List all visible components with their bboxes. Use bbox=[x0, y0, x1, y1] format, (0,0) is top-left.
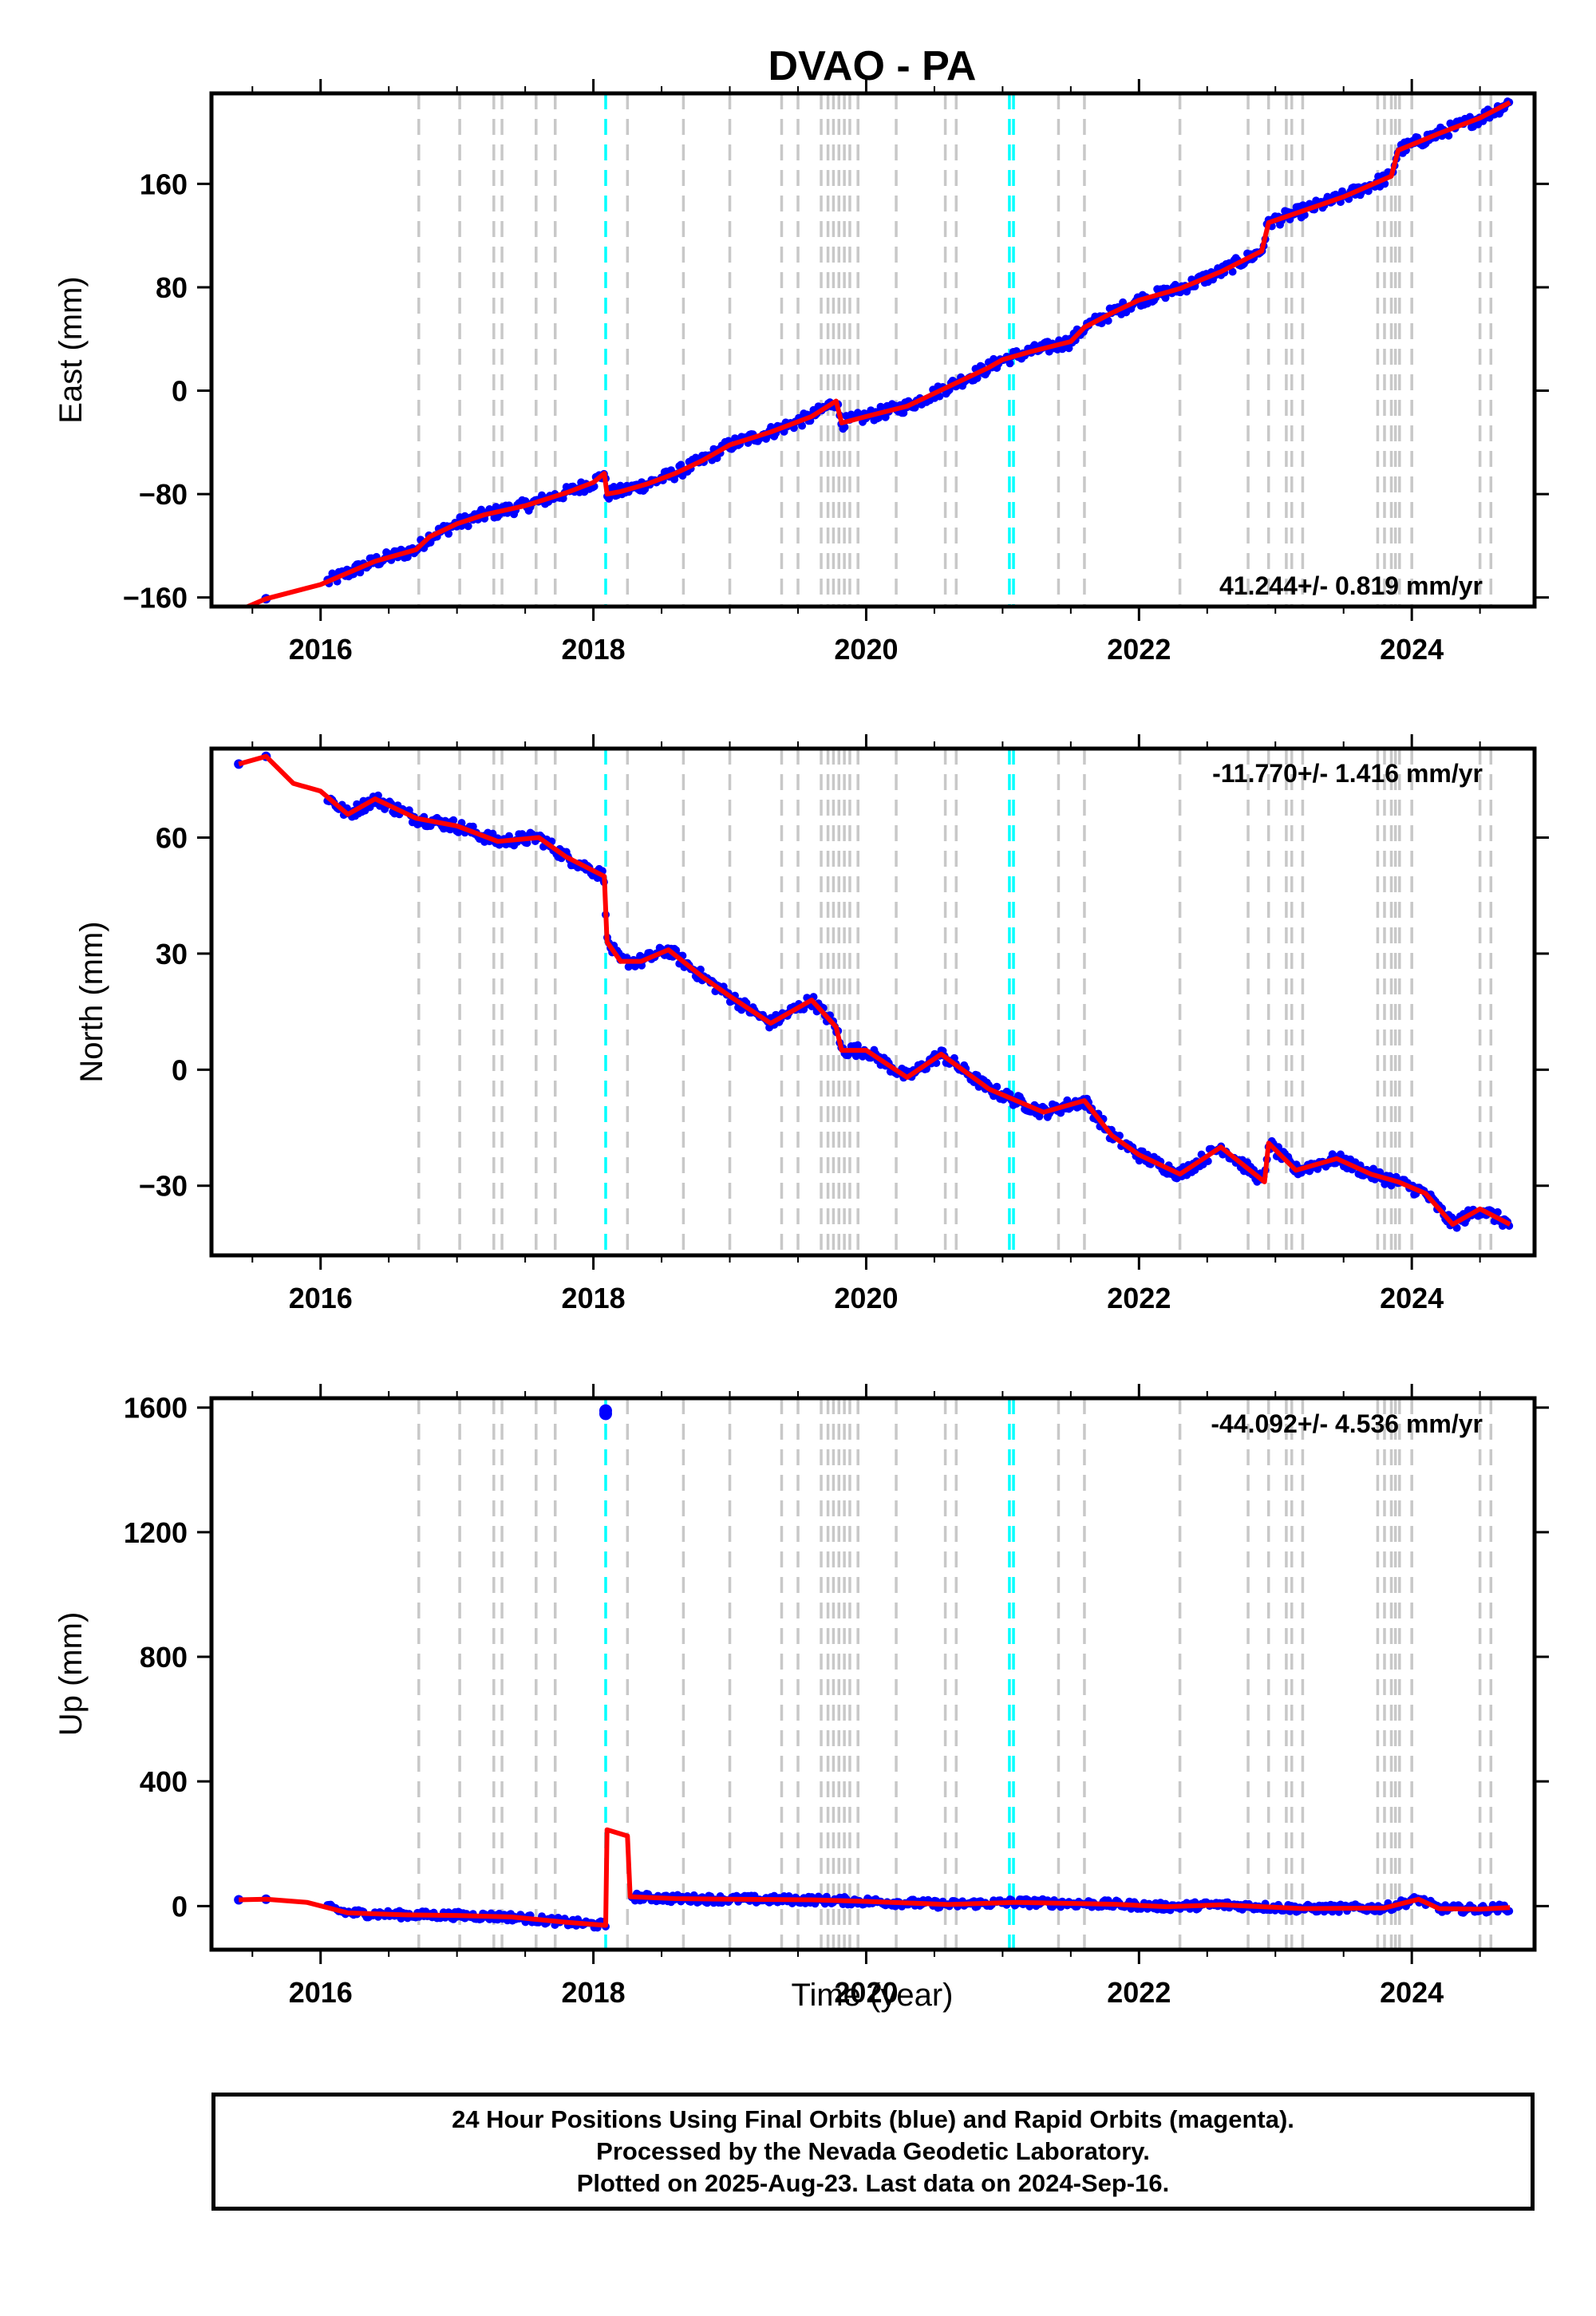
x-tick-label: 2020 bbox=[834, 633, 898, 666]
model-line bbox=[242, 100, 1511, 607]
y-axis-label: East (mm) bbox=[53, 276, 89, 423]
y-axis-label: North (mm) bbox=[74, 921, 109, 1082]
x-tick-label: 2016 bbox=[289, 1976, 353, 2009]
data-point bbox=[1493, 1207, 1502, 1216]
y-tick-label: 0 bbox=[172, 1890, 188, 1923]
panel-2: 2016 2018 2020 2022 2024 60 30 0 −30 North (mm) -1… bbox=[74, 734, 1549, 1314]
footer-line-3: Plotted on 2025-Aug-23. Last data on 202… bbox=[576, 2169, 1170, 2197]
data-point bbox=[468, 822, 477, 831]
x-tick-label: 2018 bbox=[562, 1282, 626, 1314]
x-tick-label: 2016 bbox=[289, 1282, 353, 1314]
x-tick-label: 2018 bbox=[562, 633, 626, 666]
panel-1: 2016 2018 2020 2022 2024 160 80 0 −80 −160 East (m… bbox=[53, 79, 1549, 666]
x-tick-label: 2016 bbox=[289, 633, 353, 666]
outlier-point bbox=[598, 1407, 612, 1421]
x-tick-label: 2022 bbox=[1107, 1976, 1171, 2009]
data-point bbox=[492, 503, 500, 512]
panel-plot-area bbox=[235, 93, 1514, 607]
rate-label: -11.770+/- 1.416 mm/yr bbox=[1212, 759, 1483, 788]
data-point bbox=[1135, 1156, 1144, 1165]
x-tick-label: 2020 bbox=[834, 1282, 898, 1314]
data-point bbox=[993, 1082, 1001, 1091]
x-axis-label: Time (year) bbox=[792, 1978, 954, 2013]
y-tick-label: 0 bbox=[172, 375, 188, 408]
y-tick-label: 60 bbox=[156, 821, 188, 854]
panel-frame bbox=[209, 746, 1537, 1258]
panel-plot-area bbox=[234, 749, 1514, 1255]
x-tick-label: 2022 bbox=[1107, 1282, 1171, 1314]
data-point bbox=[1228, 267, 1237, 276]
y-tick-label: 1600 bbox=[124, 1392, 188, 1425]
y-tick-label: 400 bbox=[140, 1765, 188, 1798]
data-point bbox=[464, 522, 472, 531]
rate-label: -44.092+/- 4.536 mm/yr bbox=[1211, 1409, 1483, 1438]
data-point bbox=[876, 402, 885, 411]
y-tick-label: −80 bbox=[139, 478, 188, 511]
data-point bbox=[518, 830, 527, 839]
y-tick-label: −160 bbox=[123, 582, 188, 615]
panel-3: 2016 2018 2020 2022 2024 1600 1200 800 400 0 Up (m… bbox=[53, 1384, 1549, 2009]
data-point bbox=[798, 421, 807, 430]
model-line bbox=[239, 1827, 1511, 1928]
rate-label: 41.244+/- 0.819 mm/yr bbox=[1219, 571, 1483, 600]
y-tick-label: 30 bbox=[156, 938, 188, 970]
footer-box: 24 Hour Positions Using Final Orbits (bl… bbox=[211, 2093, 1535, 2211]
x-tick-label: 2020 bbox=[834, 1976, 898, 2009]
panel-frame bbox=[209, 1396, 1537, 1952]
footer-line-2: Processed by the Nevada Geodetic Laborat… bbox=[596, 2137, 1150, 2165]
y-tick-label: 160 bbox=[140, 168, 188, 200]
x-tick-label: 2024 bbox=[1380, 633, 1444, 666]
chart-title: DVAO - PA bbox=[768, 43, 977, 89]
y-tick-label: 1200 bbox=[124, 1516, 188, 1549]
data-point bbox=[444, 529, 453, 538]
y-tick-label: 0 bbox=[172, 1053, 188, 1086]
panel-frame bbox=[209, 91, 1537, 609]
data-point bbox=[1035, 1112, 1044, 1120]
y-axis-label: Up (mm) bbox=[53, 1612, 89, 1737]
panel-plot-area bbox=[234, 1398, 1514, 1950]
data-point bbox=[449, 816, 458, 824]
data-point bbox=[1444, 132, 1453, 140]
data-point bbox=[1104, 316, 1112, 325]
x-tick-label: 2024 bbox=[1380, 1976, 1444, 2009]
y-tick-label: −30 bbox=[139, 1170, 188, 1203]
x-tick-label: 2022 bbox=[1107, 633, 1171, 666]
x-tick-label: 2024 bbox=[1380, 1282, 1444, 1314]
y-tick-label: 800 bbox=[140, 1641, 188, 1674]
y-tick-label: 80 bbox=[156, 271, 188, 304]
data-point bbox=[1387, 1181, 1396, 1190]
model-line bbox=[238, 753, 1511, 1227]
x-tick-label: 2018 bbox=[562, 1976, 626, 2009]
data-point bbox=[1005, 359, 1014, 368]
footer-line-1: 24 Hour Positions Using Final Orbits (bl… bbox=[452, 2105, 1294, 2133]
